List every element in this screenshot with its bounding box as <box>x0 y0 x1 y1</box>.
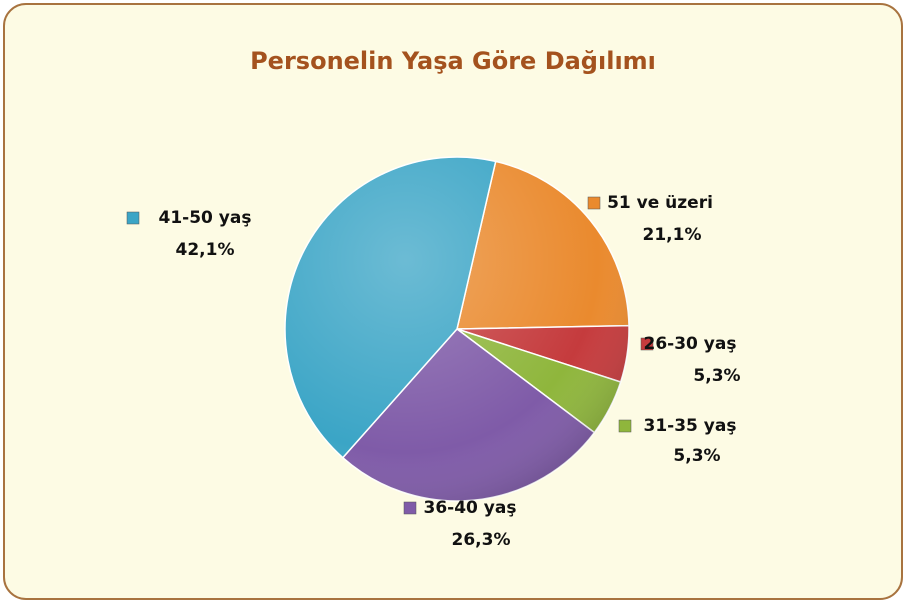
slice-value: 26,3% <box>452 530 511 550</box>
slice-value: 21,1% <box>643 225 702 245</box>
slice-value: 5,3% <box>673 446 720 466</box>
slice-label: 31-35 yaş <box>644 416 737 436</box>
legend-key <box>640 337 654 351</box>
slice-value: 5,3% <box>693 366 740 386</box>
slice-label: 51 ve üzeri <box>607 193 713 213</box>
slice-label: 26-30 yaş <box>644 334 737 354</box>
legend-key <box>126 211 140 225</box>
slice-label: 36-40 yaş <box>424 498 517 518</box>
legend-key <box>403 501 417 515</box>
legend-key <box>618 419 632 433</box>
slice-value: 42,1% <box>176 240 235 260</box>
chart-title: Personelin Yaşa Göre Dağılımı <box>250 47 656 75</box>
slice-label: 41-50 yaş <box>159 208 252 228</box>
legend-key <box>587 196 601 210</box>
